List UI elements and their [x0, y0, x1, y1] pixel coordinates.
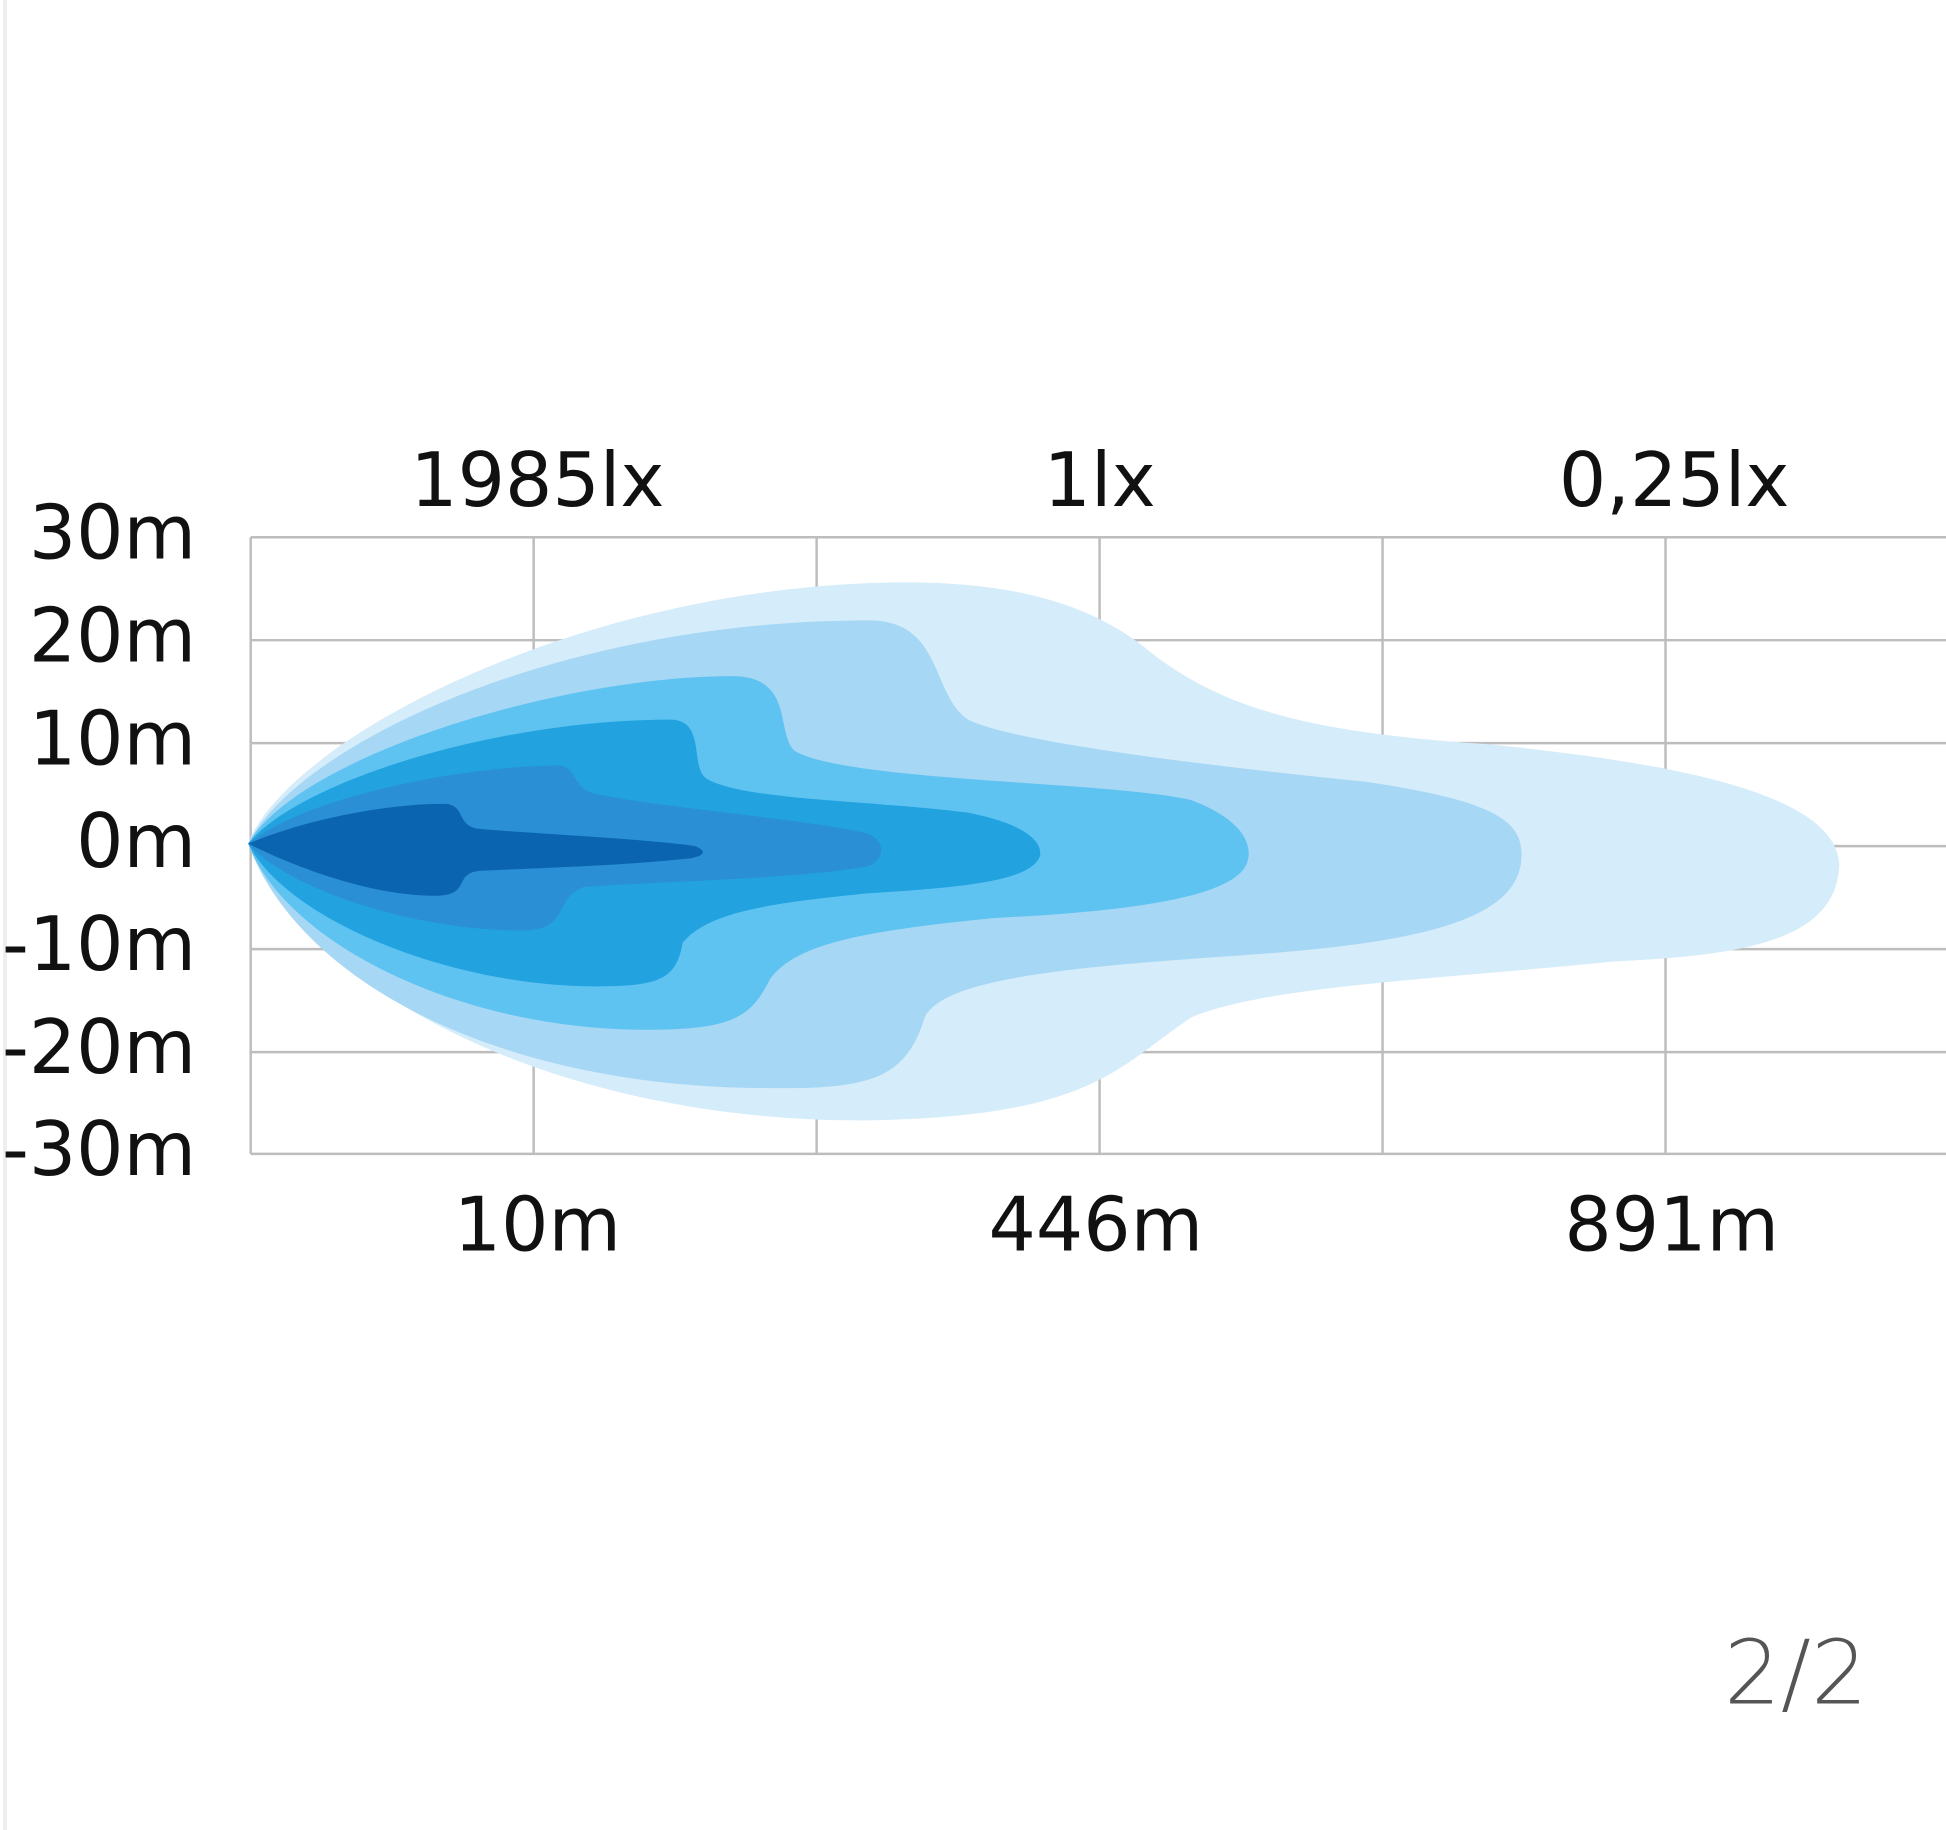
- y-label: -10m: [2, 901, 196, 988]
- lux-label: 1lx: [1044, 437, 1156, 524]
- distance-label: 891m: [1564, 1182, 1779, 1269]
- beam-zone: [248, 803, 703, 896]
- beam: [248, 582, 1840, 1121]
- page-indicator: 2/2: [1724, 1621, 1868, 1725]
- lux-labels: 1985lx 1lx 0,25lx: [410, 437, 1789, 524]
- distance-label: 10m: [454, 1182, 621, 1269]
- y-axis-labels: 30m 20m 10m 0m -10m -20m -30m: [2, 489, 196, 1193]
- y-label: -20m: [2, 1004, 196, 1091]
- distance-label: 446m: [989, 1182, 1204, 1269]
- y-label: 10m: [29, 695, 196, 782]
- y-label: -30m: [2, 1106, 196, 1193]
- lux-label: 1985lx: [410, 437, 664, 524]
- lux-label: 0,25lx: [1559, 437, 1790, 524]
- y-label: 30m: [29, 489, 196, 576]
- y-label: 20m: [29, 592, 196, 679]
- y-label: 0m: [76, 798, 196, 885]
- distance-labels: 10m 446m 891m: [454, 1182, 1779, 1269]
